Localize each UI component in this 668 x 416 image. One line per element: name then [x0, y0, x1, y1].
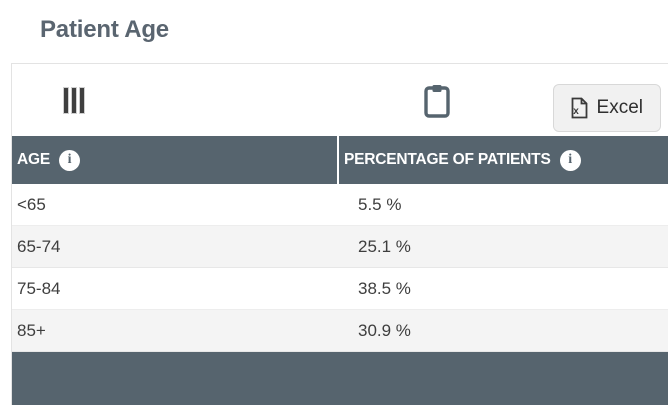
- excel-file-icon: x: [571, 97, 587, 119]
- table-row: 75-84 38.5 %: [12, 268, 668, 310]
- page-title: Patient Age: [40, 16, 169, 43]
- age-cell: 85+: [17, 320, 46, 340]
- age-cell: 65-74: [17, 236, 61, 256]
- age-cell: 75-84: [17, 278, 61, 298]
- copy-to-clipboard-button[interactable]: [424, 84, 450, 118]
- svg-text:x: x: [573, 106, 579, 117]
- table-footer-bar: [12, 352, 668, 405]
- excel-button-label: Excel: [596, 97, 643, 118]
- table-row: <65 5.5 %: [12, 184, 668, 226]
- info-icon[interactable]: i: [59, 149, 80, 171]
- age-cell: <65: [17, 194, 46, 214]
- table-row: 85+ 30.9 %: [12, 310, 668, 352]
- table-header-row: AGE i PERCENTAGE OF PATIENTS i: [12, 136, 668, 184]
- percentage-cell: 5.5 %: [358, 194, 402, 214]
- clipboard-icon: [424, 85, 450, 118]
- percentage-cell: 30.9 %: [358, 320, 411, 340]
- patient-age-table-card: x Excel AGE i PERCENTAGE OF PATIENTS i <…: [11, 63, 668, 405]
- percentage-cell: 25.1 %: [358, 236, 411, 256]
- table-row: 65-74 25.1 %: [12, 226, 668, 268]
- table-toolbar: x Excel: [12, 64, 668, 136]
- columns-icon: [63, 87, 69, 114]
- column-header-age-label: AGE: [17, 151, 50, 168]
- info-icon[interactable]: i: [559, 149, 581, 171]
- toggle-columns-button[interactable]: [63, 87, 85, 114]
- column-header-percentage: PERCENTAGE OF PATIENTS i: [339, 136, 668, 184]
- percentage-cell: 38.5 %: [358, 278, 411, 298]
- column-header-percentage-label: PERCENTAGE OF PATIENTS: [344, 151, 551, 168]
- column-header-age: AGE i: [12, 136, 339, 184]
- export-excel-button[interactable]: x Excel: [552, 84, 661, 132]
